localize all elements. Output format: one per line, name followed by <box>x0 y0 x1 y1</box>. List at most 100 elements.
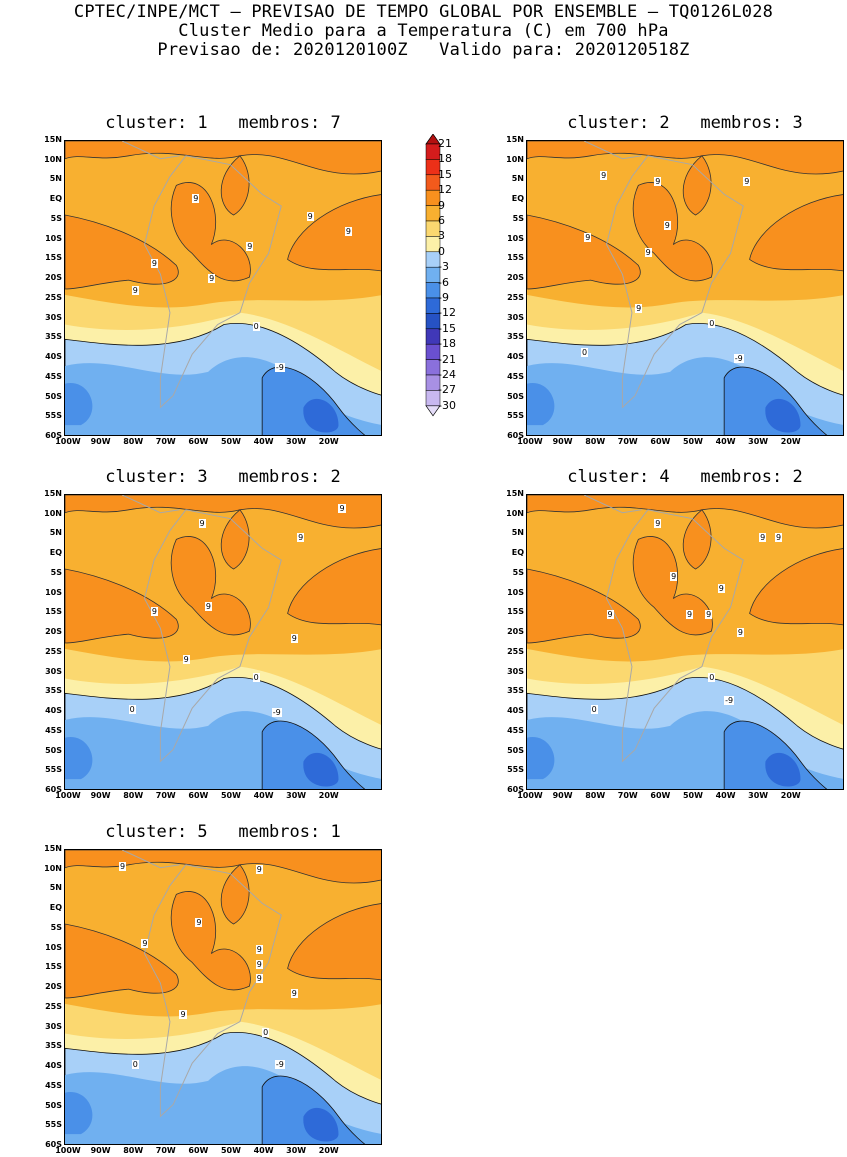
longitude-tick-label: 40W <box>253 791 274 800</box>
continent-outline <box>605 509 744 763</box>
longitude-tick-label: 30W <box>286 437 307 446</box>
temperature-map-panel: 9 9 9 9 9 9 9 9 9 0 0 -9 <box>526 494 844 790</box>
panel-title: cluster: 1 membros: 7 <box>105 113 341 133</box>
contour-label: 9 <box>150 259 158 269</box>
panel-title: cluster: 5 membros: 1 <box>105 822 341 842</box>
latitude-tick-label: 50S <box>507 391 524 401</box>
latitude-tick-label: 40S <box>45 706 62 716</box>
contour-label: 9 <box>736 628 744 638</box>
longitude-tick-label: 60W <box>650 437 671 446</box>
latitude-tick-label: 25S <box>507 646 524 656</box>
continent-outline <box>605 155 744 409</box>
longitude-tick-label: 40W <box>715 437 736 446</box>
latitude-tick-label: 10N <box>506 154 524 164</box>
colorbar-level-label: -27 <box>438 383 456 397</box>
longitude-tick-label: 60W <box>650 791 671 800</box>
latitude-tick-label: 60S <box>45 1140 62 1149</box>
contour-label: 0 <box>128 705 136 715</box>
longitude-tick-label: 70W <box>155 1146 176 1155</box>
latitude-tick-label: 40S <box>507 706 524 716</box>
latitude-tick-label: 20S <box>507 273 524 283</box>
longitude-tick-label: 40W <box>715 791 736 800</box>
contour-label: 9 <box>255 944 263 954</box>
contour-label: -9 <box>733 354 744 364</box>
longitude-tick-label: 70W <box>617 791 638 800</box>
contour-label: 9 <box>182 654 190 664</box>
longitude-tick-label: 80W <box>585 437 606 446</box>
contour-label: 9 <box>306 212 314 222</box>
longitude-tick-label: 50W <box>220 1146 241 1155</box>
longitude-tick-label: 70W <box>617 437 638 446</box>
latitude-tick-label: 5S <box>50 922 62 932</box>
latitude-tick-label: 10N <box>44 154 62 164</box>
latitude-tick-label: 15S <box>45 962 62 972</box>
panel-title: cluster: 4 membros: 2 <box>567 467 803 487</box>
contour-label: 9 <box>606 610 614 620</box>
latitude-tick-label: 35S <box>45 686 62 696</box>
latitude-tick-label: 25S <box>45 1001 62 1011</box>
contour-label: 9 <box>600 170 608 180</box>
temperature-map-panel: 9 9 9 9 9 9 9 0 0 -9 <box>526 140 844 436</box>
contour-label: 9 <box>192 194 200 204</box>
contour-label: 9 <box>208 274 216 284</box>
temperature-map-panel: 9 9 9 9 9 9 9 9 9 0 0 -9 <box>64 849 382 1145</box>
latitude-tick-label: 30S <box>507 666 524 676</box>
temperature-field <box>527 141 843 435</box>
longitude-tick-label: 30W <box>286 1146 307 1155</box>
temperature-field <box>527 495 843 789</box>
longitude-tick-label: 60W <box>188 1146 209 1155</box>
contour-label: 9 <box>344 226 352 236</box>
latitude-tick-label: 60S <box>507 431 524 440</box>
temperature-map-panel: 9 9 9 9 9 9 9 0 0 -9 <box>64 494 382 790</box>
latitude-tick-label: 25S <box>45 292 62 302</box>
latitude-tick-label: 50S <box>45 1100 62 1110</box>
contour-label: 9 <box>131 286 139 296</box>
latitude-tick-label: 15S <box>45 607 62 617</box>
latitude-tick-label: 10S <box>507 587 524 597</box>
latitude-tick-label: 60S <box>45 785 62 794</box>
latitude-tick-label: 10N <box>44 508 62 518</box>
contour-label: -9 <box>274 1060 285 1070</box>
contour-label: 9 <box>686 610 694 620</box>
latitude-tick-label: 30S <box>507 312 524 322</box>
contour-label: -9 <box>274 363 285 372</box>
longitude-tick-label: 20W <box>318 437 339 446</box>
latitude-tick-label: 45S <box>507 371 524 381</box>
contour-label: 0 <box>131 1060 139 1070</box>
contour-label: 0 <box>252 321 260 331</box>
longitude-tick-label: 60W <box>188 437 209 446</box>
contour-label: 9 <box>255 974 263 984</box>
contour-label: 0 <box>252 672 260 682</box>
latitude-tick-label: 55S <box>45 411 62 421</box>
latitude-tick-label: 5N <box>49 883 62 893</box>
latitude-tick-label: 25S <box>45 646 62 656</box>
contour-label: 9 <box>775 533 783 543</box>
header-line-1: CPTEC/INPE/MCT — PREVISAO DE TEMPO GLOBA… <box>73 2 774 22</box>
longitude-tick-label: 90W <box>90 437 111 446</box>
longitude-tick-label: 20W <box>780 791 801 800</box>
colorbar-level-label: -21 <box>438 352 456 366</box>
contour-label: 9 <box>119 861 127 871</box>
panel-title: cluster: 2 membros: 3 <box>567 113 803 133</box>
colorbar-level-label: 9 <box>438 198 445 212</box>
latitude-tick-label: 45S <box>45 371 62 381</box>
contour-label: 0 <box>590 705 598 715</box>
colorbar-level-label: -9 <box>438 291 449 304</box>
colorbar-level-label: -12 <box>438 306 456 320</box>
longitude-tick-label: 50W <box>682 791 703 800</box>
contour-label: 9 <box>654 176 662 186</box>
latitude-tick-label: 50S <box>507 745 524 755</box>
contour-label: 9 <box>204 601 212 611</box>
colorbar-level-label: -30 <box>438 398 456 412</box>
longitude-tick-label: 30W <box>748 791 769 800</box>
latitude-tick-label: 55S <box>45 1120 62 1130</box>
latitude-tick-label: 30S <box>45 312 62 322</box>
latitude-tick-label: 40S <box>507 352 524 362</box>
latitude-tick-label: EQ <box>49 548 62 558</box>
continent-outline <box>143 509 282 763</box>
temperature-field <box>65 495 381 789</box>
longitude-tick-label: 80W <box>123 791 144 800</box>
latitude-tick-label: 15N <box>44 844 62 853</box>
latitude-tick-label: 55S <box>507 765 524 775</box>
colorbar-level-label: 12 <box>438 183 452 197</box>
